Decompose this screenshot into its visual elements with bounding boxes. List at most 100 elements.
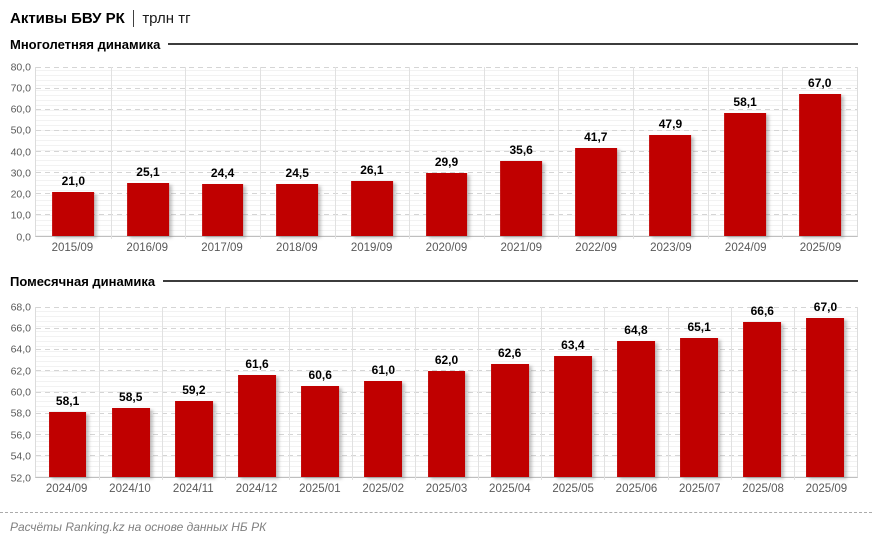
gridline-major [36, 87, 857, 89]
x-axis-label: 2025/02 [362, 483, 404, 495]
page-title: Активы БВУ РК [10, 9, 125, 27]
bar [680, 337, 719, 477]
x-axis-label: 2019/09 [350, 242, 393, 254]
gridline-vertical [259, 67, 261, 239]
bar-value-label: 59,2 [182, 382, 206, 397]
bar-slot: 58,1 [708, 67, 783, 236]
y-axis-label: 58,0 [10, 407, 31, 420]
x-axis-label: 2023/09 [650, 242, 692, 254]
bar [425, 172, 468, 236]
gridline-major [36, 349, 857, 350]
bar [201, 184, 244, 236]
bar-value-label: 64,8 [624, 323, 648, 337]
bar [238, 375, 276, 477]
x-axis-label: 2025/09 [805, 483, 848, 495]
bar-value-label: 26,1 [360, 162, 384, 177]
monthly-section: Помесячная динамика 52,0 54,0 56,0 58,0 60,0… [10, 273, 858, 499]
gridline-vertical [782, 67, 784, 239]
bar [127, 182, 169, 236]
bar [48, 412, 87, 477]
gridline-vertical [334, 67, 336, 239]
bar-slot: 60,6 [289, 307, 352, 477]
y-axis-label: 20,0 [10, 188, 31, 201]
bar-slot: 26,1 [335, 67, 410, 236]
plot-area: 21,0 25,1 24,4 24,5 26,1 29,9 35,6 41,7 47,9 58,1… [35, 66, 858, 239]
bar-value-label: 29,9 [434, 154, 459, 169]
y-axis: 52,0 54,0 56,0 58,0 60,0 62,0 64,0 66,0 68,0 [10, 302, 35, 483]
y-axis-label: 50,0 [10, 124, 31, 137]
y-axis-label: 60,0 [10, 103, 31, 116]
plot-area: 58,1 58,5 59,2 61,6 60,6 61,0 62,0 62,6 63,4 64,8… [35, 301, 858, 480]
gridline-major [36, 327, 857, 329]
bar-slot: 35,6 [484, 67, 559, 236]
y-axis-label: 64,0 [10, 343, 31, 356]
bar-slot: 21,0 [36, 67, 111, 236]
bar [806, 317, 845, 477]
report-title-row: Активы БВУ РК трлн тг [10, 7, 858, 29]
bar-slot: 59,2 [162, 307, 225, 477]
chart-area: 52,0 54,0 56,0 58,0 60,0 62,0 64,0 66,0 68,0 58,1… [10, 301, 858, 483]
bar-slot: 63,4 [541, 307, 604, 477]
bar-slot: 29,9 [409, 67, 484, 236]
gridline-vertical [604, 307, 606, 480]
bar [350, 180, 393, 236]
bar-value-label: 60,6 [308, 367, 332, 382]
gridline-vertical [110, 67, 112, 239]
title-divider [132, 9, 135, 27]
x-axis-label: 2021/09 [500, 242, 543, 254]
x-axis-label: 2016/09 [126, 242, 168, 254]
gridline-vertical [707, 67, 709, 239]
bar-slot: 24,4 [185, 67, 260, 236]
gridline-vertical [478, 307, 480, 480]
x-axis-label: 2018/09 [276, 242, 318, 254]
bar-slot: 62,6 [478, 307, 541, 477]
section-rule [163, 280, 858, 282]
bar-value-label: 35,6 [509, 142, 533, 157]
x-axis-label: 2025/06 [615, 483, 658, 495]
bar-value-label: 24,4 [210, 166, 235, 181]
bar-value-label: 62,0 [434, 352, 459, 367]
y-axis-label: 30,0 [10, 167, 31, 179]
bar-value-label: 66,6 [750, 303, 774, 318]
bar-value-label: 41,7 [584, 129, 608, 144]
bar-slot: 25,1 [111, 67, 186, 236]
bar-value-label: 25,1 [136, 164, 160, 179]
bar-value-label: 58,1 [55, 394, 80, 409]
x-axis-label: 2024/09 [45, 483, 88, 495]
bar-slot: 61,6 [225, 307, 288, 477]
bar [364, 381, 403, 477]
x-axis-label: 2025/04 [489, 483, 531, 495]
bar-value-label: 67,0 [813, 299, 838, 314]
section-title: Помесячная динамика [10, 273, 156, 289]
bar-slot: 65,1 [668, 307, 731, 477]
x-axis-label: 2022/09 [575, 242, 617, 254]
bar-value-label: 21,0 [61, 173, 85, 188]
bar-value-label: 24,5 [285, 166, 309, 181]
x-axis-label: 2024/11 [172, 483, 214, 495]
y-axis: 0,0 10,0 20,0 30,0 40,0 50,0 60,0 70,0 80,0 [10, 62, 35, 242]
bar [553, 355, 592, 477]
y-axis-label: 62,0 [10, 364, 31, 377]
y-axis-label: 0,0 [16, 230, 31, 243]
monthly-bar-chart: 52,0 54,0 56,0 58,0 60,0 62,0 64,0 66,0 68,0 58,1… [10, 301, 858, 499]
gridline-vertical [351, 307, 353, 480]
y-axis-label: 10,0 [10, 209, 31, 222]
x-axis-label: 2025/07 [678, 483, 721, 495]
bar [649, 134, 692, 236]
monthly-section-header: Помесячная динамика [10, 273, 858, 289]
x-axis-label: 2025/03 [425, 483, 468, 495]
x-axis: 2015/09 2016/09 2017/09 2018/09 2019/09 2020/… [35, 237, 858, 258]
bar [500, 160, 543, 236]
gridline-vertical [99, 307, 101, 480]
multiyear-bar-chart: 0,0 10,0 20,0 30,0 40,0 50,0 60,0 70,0 80,0 21,0 2… [10, 62, 858, 258]
gridline-vertical [667, 307, 669, 480]
gridline-vertical [414, 307, 416, 480]
bar [52, 191, 95, 236]
bar-value-label: 62,6 [497, 346, 522, 361]
y-axis-label: 60,0 [10, 386, 31, 399]
gridline-vertical [633, 67, 635, 239]
bar [301, 385, 340, 477]
bar-slots: 21,0 25,1 24,4 24,5 26,1 29,9 35,6 41,7 47,9 58,1… [36, 67, 857, 236]
gridline-vertical [288, 307, 290, 480]
bar-value-label: 61,6 [245, 357, 269, 371]
